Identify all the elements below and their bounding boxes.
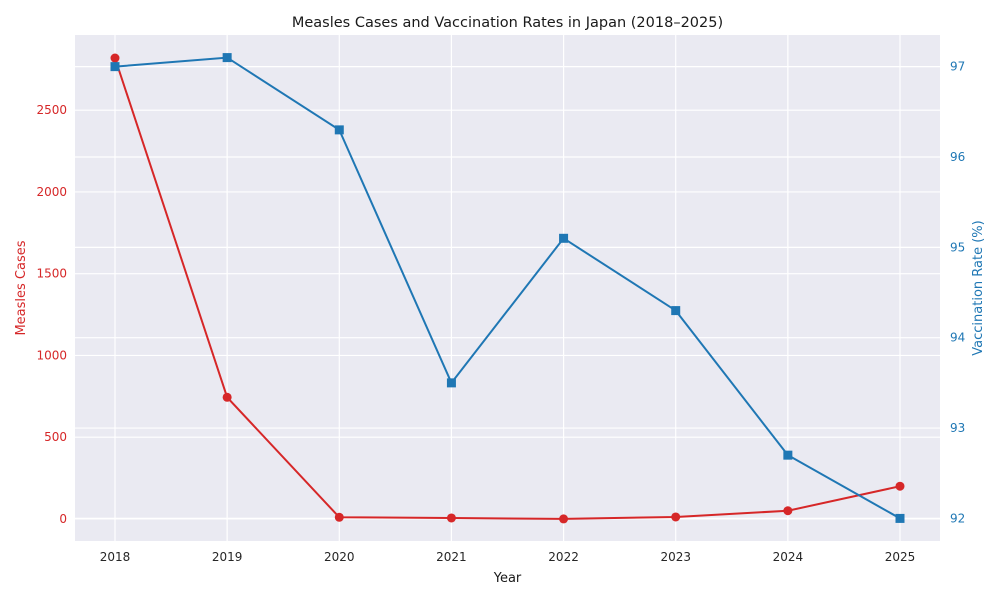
left-tick-label: 2500 [36, 103, 67, 117]
x-tick-label: 2019 [212, 550, 243, 564]
chart-title: Measles Cases and Vaccination Rates in J… [292, 15, 723, 31]
x-tick-label: 2021 [436, 550, 467, 564]
series-line-left [114, 57, 901, 520]
left-tick-label: 1500 [36, 267, 67, 281]
data-point-right [446, 378, 456, 388]
data-point-left [446, 513, 456, 523]
data-point-left [671, 512, 681, 522]
data-point-right [671, 306, 681, 316]
left-tick-label: 1000 [36, 348, 67, 362]
data-point-right [110, 62, 120, 72]
x-tick-label: 2022 [548, 550, 579, 564]
left-tick-label: 0 [59, 512, 67, 526]
data-point-left [783, 506, 793, 516]
right-tick-label: 97 [950, 60, 965, 74]
series-left [110, 53, 905, 524]
left-axis-ticks: 0 500 1000 1500 2000 2500 [36, 103, 67, 526]
right-tick-label: 94 [950, 331, 965, 345]
x-axis-label: Year [493, 571, 522, 586]
x-tick-label: 2023 [660, 550, 691, 564]
data-point-left [895, 481, 905, 491]
right-axis-ticks: 92 93 94 95 96 97 [950, 60, 965, 526]
x-tick-label: 2024 [773, 550, 804, 564]
right-tick-label: 92 [950, 511, 965, 525]
data-point-right [222, 53, 232, 63]
x-tick-label: 2020 [324, 550, 355, 564]
data-point-left [334, 512, 344, 522]
right-tick-label: 93 [950, 421, 965, 435]
left-tick-label: 500 [44, 430, 67, 444]
grid [75, 35, 940, 541]
right-tick-label: 96 [950, 150, 965, 164]
left-axis-label: Measles Cases [14, 240, 29, 335]
x-axis-ticks: 2018 2019 2020 2021 2022 2023 2024 2025 [100, 550, 916, 564]
data-point-right [895, 513, 905, 523]
data-point-right [334, 125, 344, 135]
data-point-left [559, 514, 569, 524]
data-point-left [222, 392, 232, 402]
data-point-left [110, 53, 120, 63]
left-tick-label: 2000 [36, 185, 67, 199]
data-point-right [559, 233, 569, 243]
series-right [110, 53, 905, 523]
plot-area [75, 35, 940, 541]
data-point-right [783, 450, 793, 460]
series-layer [110, 53, 905, 524]
right-tick-label: 95 [950, 240, 965, 254]
x-tick-label: 2025 [885, 550, 916, 564]
x-tick-label: 2018 [100, 550, 131, 564]
right-axis-label: Vaccination Rate (%) [971, 220, 986, 355]
series-line-right [114, 56, 901, 520]
